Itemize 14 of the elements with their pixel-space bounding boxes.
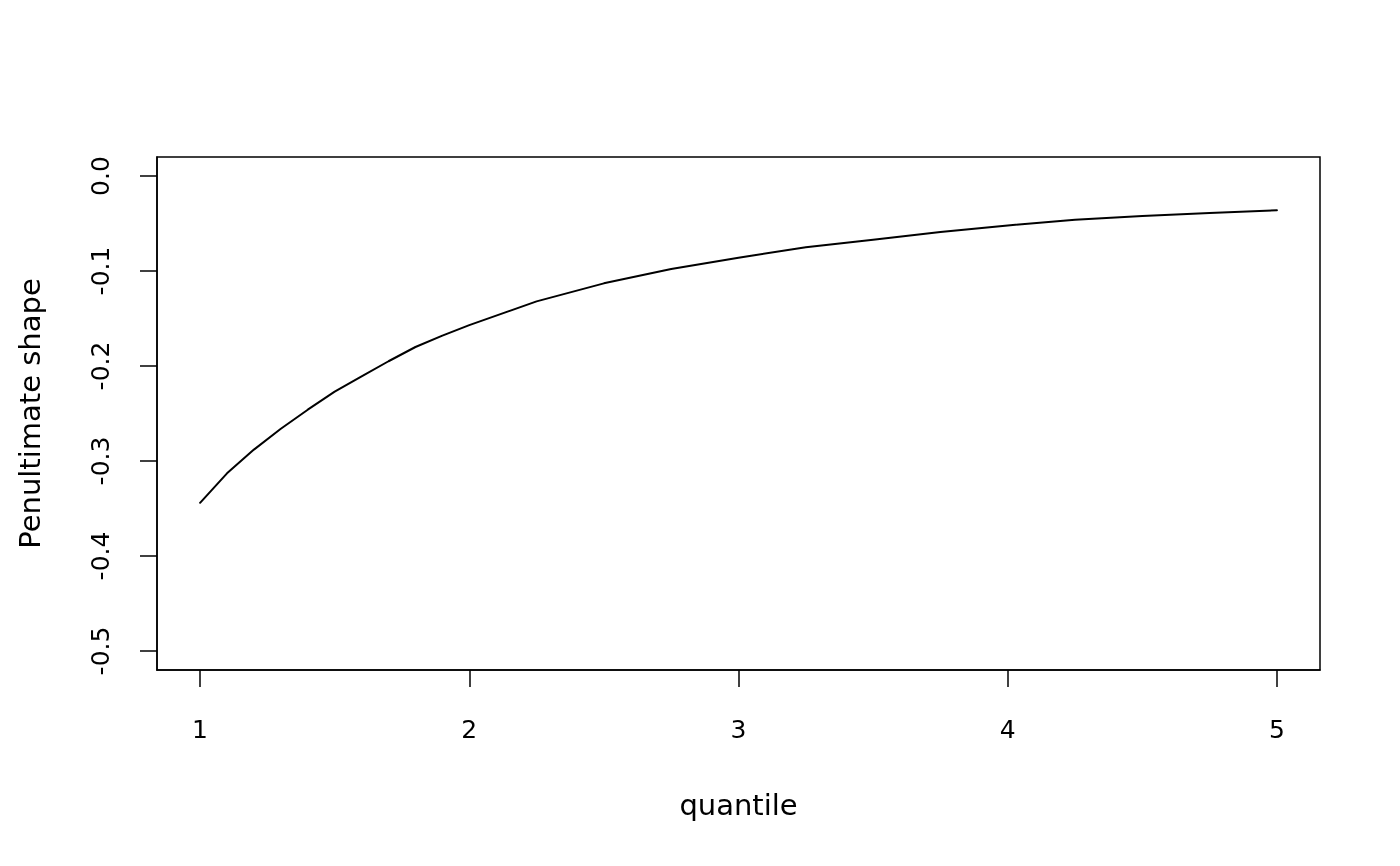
y-tick-label: -0.3: [86, 436, 115, 486]
line-series: [199, 209, 1278, 504]
x-axis-title: quantile: [679, 787, 798, 822]
x-tick-label: 3: [730, 715, 747, 744]
x-tick-label: 5: [1268, 715, 1285, 744]
y-tick-label: -0.5: [86, 626, 115, 676]
y-tick-label: -0.2: [86, 341, 115, 391]
y-axis-title: Penultimate shape: [12, 278, 47, 549]
x-tick-label: 1: [192, 715, 209, 744]
y-tick-label: 0.0: [86, 156, 115, 196]
y-tick-label: -0.4: [86, 531, 115, 581]
x-tick-label: 4: [999, 715, 1016, 744]
y-tick-label: -0.1: [86, 246, 115, 296]
x-tick-label: 2: [461, 715, 478, 744]
